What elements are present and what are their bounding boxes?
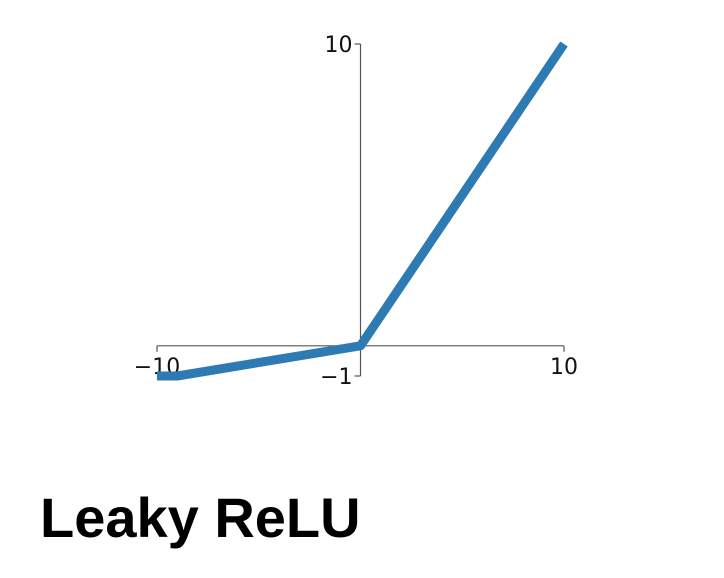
tick-marks (156, 43, 565, 377)
series-line (157, 41, 568, 381)
y-tick-label: −1 (320, 365, 352, 390)
tick-labels: −10 10−110 (134, 33, 578, 390)
y-tick-label: 10 (325, 33, 353, 58)
x-tick-label: 10 (550, 355, 578, 380)
chart-caption: Leaky ReLU (40, 486, 361, 549)
leaky-relu-chart: −10 10−110 (134, 33, 578, 390)
